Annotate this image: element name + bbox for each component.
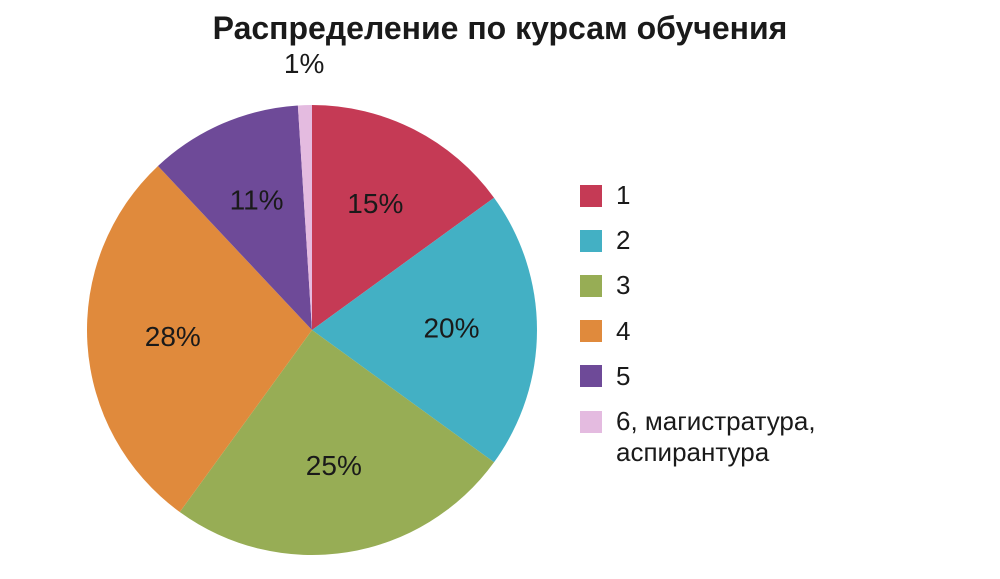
legend-label: 5	[616, 361, 630, 392]
slice-data-label: 28%	[145, 321, 201, 352]
slice-data-label: 1%	[284, 48, 324, 80]
legend-swatch	[580, 185, 602, 207]
legend-label: 4	[616, 316, 630, 347]
legend-swatch	[580, 320, 602, 342]
legend-label: 6, магистратура, аспирантура	[616, 406, 916, 468]
slice-data-label: 15%	[347, 188, 403, 219]
legend-item: 6, магистратура, аспирантура	[580, 406, 916, 468]
slice-data-label: 11%	[230, 184, 284, 215]
legend: 1 2 3 4 5 6, магистратура, аспирантура	[580, 180, 916, 482]
legend-item: 2	[580, 225, 916, 256]
legend-swatch	[580, 275, 602, 297]
slice-data-label: 20%	[423, 312, 479, 343]
legend-item: 1	[580, 180, 916, 211]
legend-swatch	[580, 365, 602, 387]
legend-label: 1	[616, 180, 630, 211]
legend-swatch	[580, 411, 602, 433]
legend-item: 4	[580, 316, 916, 347]
slice-data-label: 25%	[306, 450, 362, 481]
legend-item: 3	[580, 270, 916, 301]
legend-label: 2	[616, 225, 630, 256]
legend-item: 5	[580, 361, 916, 392]
legend-label: 3	[616, 270, 630, 301]
legend-swatch	[580, 230, 602, 252]
